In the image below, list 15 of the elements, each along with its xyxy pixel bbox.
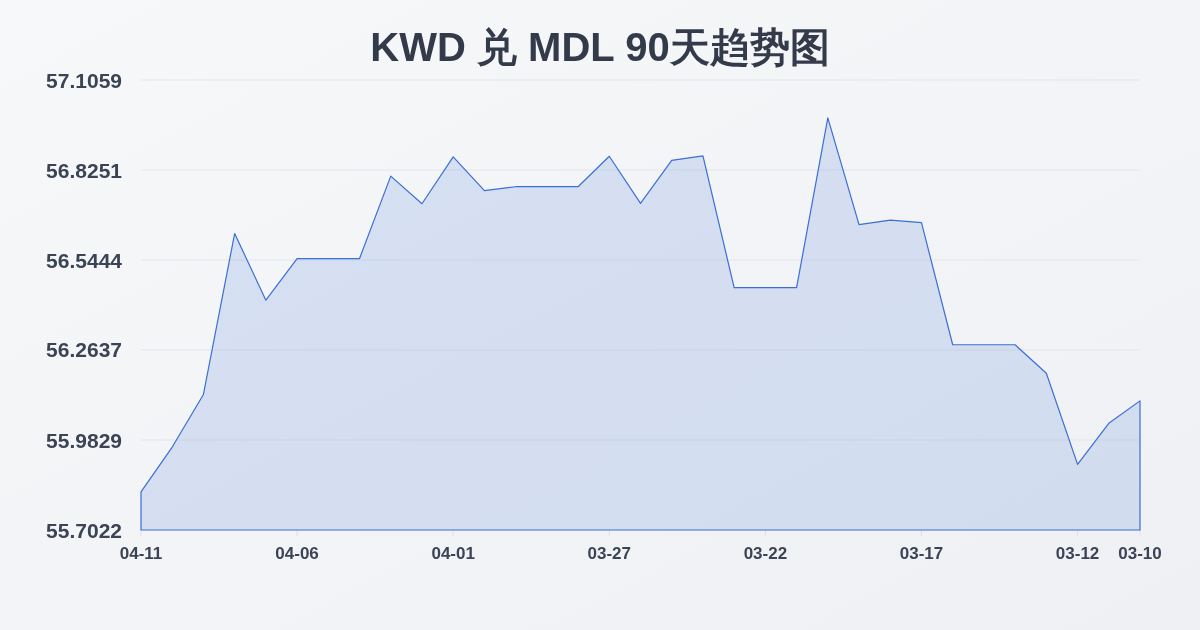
y-tick-label: 56.5444 bbox=[46, 248, 122, 272]
x-tick-label: 03-17 bbox=[899, 544, 944, 563]
x-tick-label: 03-10 bbox=[1118, 544, 1162, 563]
y-tick-label: 55.7022 bbox=[46, 518, 122, 542]
x-tick-label: 03-27 bbox=[587, 544, 631, 563]
x-tick-label: 03-12 bbox=[1055, 544, 1100, 563]
y-tick-label: 56.8251 bbox=[46, 158, 122, 182]
x-tick-label: 04-11 bbox=[119, 544, 163, 563]
y-tick-label: 55.9829 bbox=[46, 428, 122, 452]
title: KWD 兑 MDL 90天趋势图 bbox=[370, 25, 830, 69]
x-tick-label: 04-06 bbox=[275, 544, 319, 563]
y-tick-label: 57.1059 bbox=[46, 68, 122, 92]
x-tick-label: 04-01 bbox=[431, 544, 475, 563]
y-tick-label: 56.2637 bbox=[46, 338, 122, 362]
x-tick-label: 03-22 bbox=[743, 544, 788, 563]
